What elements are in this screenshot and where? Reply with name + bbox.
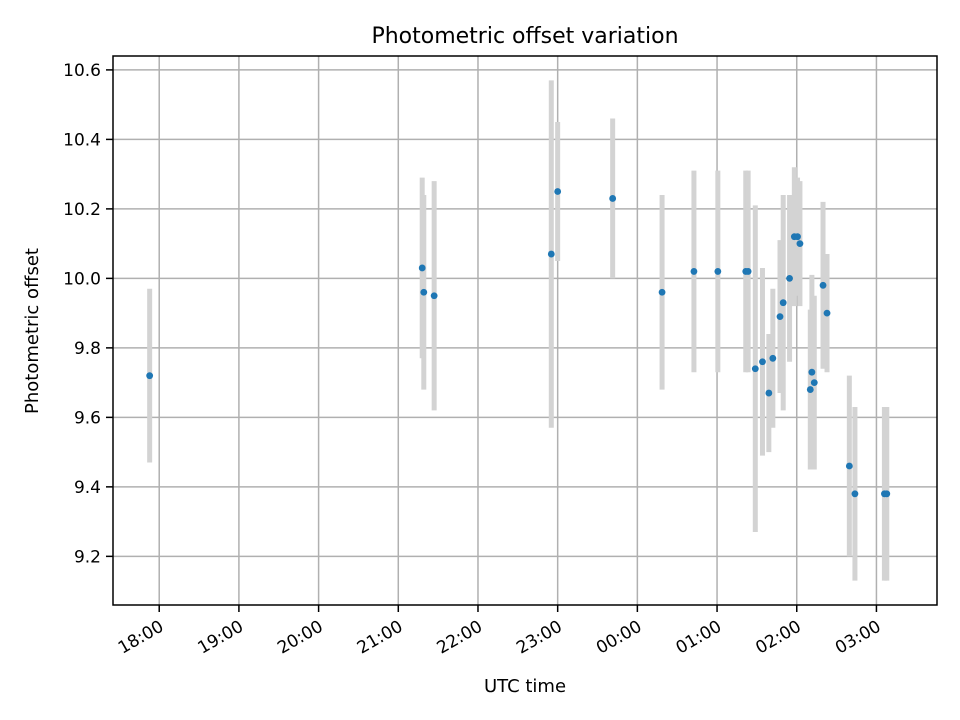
data-point [796, 240, 804, 248]
data-point [779, 299, 787, 307]
data-point [794, 233, 801, 241]
data-point [883, 490, 891, 498]
data-point [418, 264, 426, 272]
plot-frame [112, 55, 938, 606]
x-axis-label: UTC time [484, 676, 566, 697]
data-point [759, 358, 766, 366]
data-point [430, 292, 438, 300]
y-tick-label: 9.8 [74, 339, 101, 359]
data-point [769, 354, 777, 362]
data-point [554, 188, 562, 195]
y-tick-label: 10.2 [63, 200, 101, 220]
data-point [744, 268, 752, 275]
y-axis: 9.2 9.4 9.6 9.8 10.0 10.2 10.4 10.6 [63, 61, 113, 567]
chart-title: Photometric offset variation [371, 24, 678, 49]
point-layer [146, 188, 891, 498]
data-point [810, 379, 818, 387]
data-point [845, 462, 853, 470]
data-point [819, 281, 827, 289]
y-tick-label: 9.2 [74, 547, 101, 567]
y-tick-label: 9.6 [74, 408, 101, 428]
y-axis-label: Photometric offset [22, 248, 43, 414]
data-point [609, 195, 617, 202]
data-point [714, 268, 722, 275]
data-point [420, 288, 428, 296]
data-point [765, 389, 773, 397]
data-point [786, 274, 793, 282]
data-point [776, 313, 784, 321]
grid-layer [113, 56, 937, 605]
y-tick-label: 9.4 [74, 478, 101, 498]
data-point [851, 490, 859, 498]
data-point [823, 309, 831, 317]
data-point [808, 368, 816, 376]
y-tick-label: 10.0 [63, 269, 101, 289]
y-tick-label: 10.6 [63, 61, 101, 81]
y-tick-label: 10.4 [63, 130, 101, 150]
data-point [658, 288, 666, 296]
data-point [751, 365, 759, 373]
data-point [690, 268, 698, 275]
data-point [806, 386, 814, 393]
data-point [146, 372, 154, 380]
data-point [547, 250, 555, 258]
